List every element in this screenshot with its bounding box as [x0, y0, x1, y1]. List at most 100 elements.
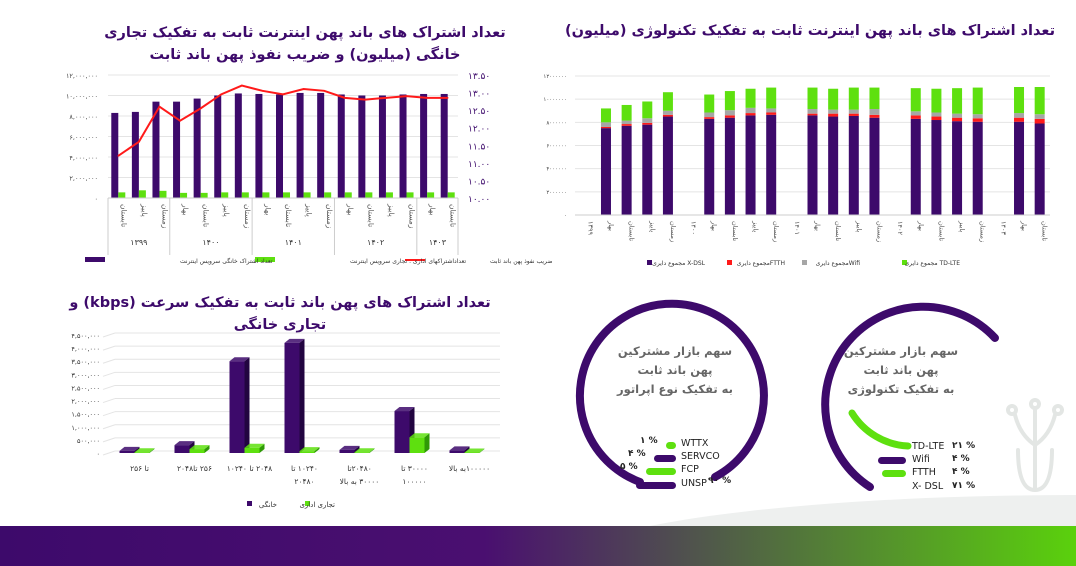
- x-tick-label: ۳۰۰۰۰ به بالا: [340, 477, 380, 486]
- x-tick-label: تابستان: [1041, 221, 1049, 241]
- ring-title-line: به تفکیک تکنولوژی: [847, 382, 955, 396]
- stacked-bar-segment: [807, 113, 818, 116]
- stacked-bar-segment: [1014, 87, 1025, 114]
- stacked-bar-segment: [724, 115, 735, 118]
- stacked-bar-segment: [1034, 87, 1045, 115]
- line-point: [241, 84, 243, 87]
- stacked-bar-segment: [621, 120, 632, 125]
- line-point: [179, 119, 181, 122]
- x-tick-label: بهار: [428, 203, 437, 215]
- gridline-depth: [102, 332, 116, 338]
- bar-top: [189, 445, 210, 450]
- x-tick-label: تابستان: [937, 221, 945, 241]
- chart1-title-line2: خانگی (میلیون) و ضریب نفوذ پهن باند ثابت: [149, 47, 461, 63]
- x-tick-label: زمستان: [979, 221, 987, 242]
- bar-household: [317, 92, 325, 198]
- stacked-bar-segment: [828, 109, 839, 114]
- x-tick-label: تابستان: [284, 204, 293, 227]
- stacked-bar-segment: [1014, 113, 1025, 118]
- x-tick-label: بهار: [917, 220, 925, 231]
- line-point: [323, 90, 325, 92]
- stacked-bar-segment: [642, 122, 653, 125]
- line-point: [138, 140, 140, 143]
- brand-logo-icon: [1006, 398, 1064, 493]
- legend-label: مجموع دایری TD-LTE: [904, 260, 960, 267]
- bar-side: [149, 448, 155, 453]
- line-point: [302, 88, 305, 90]
- bar-top: [134, 448, 155, 453]
- y-tick-label: ۲,۵۰۰,۰۰۰: [71, 384, 100, 392]
- legend-label: مجموع دایریFTTH: [737, 260, 785, 267]
- tech-ring-title: سهم بازار مشترکین پهن باند ثابت به تفکیک…: [826, 342, 976, 399]
- stacked-bar-segment: [972, 114, 983, 119]
- bar-side: [424, 433, 430, 453]
- line-point: [117, 155, 120, 157]
- stacked-bar-segment: [848, 87, 859, 110]
- x-tick-label: ۲۰۴۸۰تا: [347, 464, 372, 473]
- bar-commercial: [262, 192, 270, 198]
- ring-title-line: سهم بازار مشترکین: [617, 344, 733, 358]
- bar-top: [119, 446, 140, 451]
- gridline-depth: [102, 450, 116, 456]
- bar-top: [229, 357, 250, 362]
- x-tick-label: ۲۵۶ تا۲۰۴۸: [177, 464, 212, 473]
- stacked-bar-segment: [910, 111, 921, 116]
- bar-commercial: [221, 192, 229, 198]
- stacked-bar-segment: [931, 112, 942, 117]
- legend-label: ضریب نفوذ پهن باند ثابت: [490, 258, 552, 265]
- bar-household: [214, 95, 222, 198]
- chart3-title: تعداد اشتراک های پهن باند ثابت به تفکیک …: [69, 295, 491, 333]
- stacked-bar-segment: [828, 113, 839, 117]
- stacked-bar-segment: [704, 118, 715, 215]
- bar-top: [464, 448, 485, 453]
- bar-side: [299, 338, 305, 453]
- x-tick-label: زمستان: [772, 221, 780, 242]
- bar-top: [174, 441, 195, 446]
- operator-legend-bar: [666, 442, 676, 449]
- bar-commercial: [324, 192, 332, 198]
- year-group-label: ۱۳۹۹: [130, 238, 147, 247]
- x-tick-label: پاییز: [752, 220, 760, 232]
- stacked-bar-segment: [952, 121, 963, 215]
- stacked-bar-segment: [724, 110, 735, 116]
- y2-tick-label: ۱۰.۰۰: [468, 195, 490, 205]
- bar-front: [189, 449, 205, 453]
- stacked-bar-segment: [642, 124, 653, 215]
- operator-legend-bar: [654, 455, 676, 462]
- ring-title-line: سهم بازار مشترکین: [843, 344, 959, 358]
- x-tick-label: بهار: [346, 203, 355, 215]
- x-tick-label: بهار: [814, 220, 822, 231]
- year-group-label: ۱۴۰۳: [429, 238, 447, 247]
- y-tick-label: ۱,۰۰۰,۰۰۰: [71, 424, 100, 432]
- x-tick-label: زمستان: [160, 204, 169, 229]
- y2-tick-label: ۱۱.۵۰: [468, 142, 490, 152]
- tech-legend-label: Wifi: [912, 454, 930, 465]
- ring-title-line: به تفکیک نوع اپراتور: [617, 382, 733, 396]
- stacked-bar-segment: [1014, 117, 1025, 122]
- tech-ring: [821, 302, 999, 491]
- stacked-bar-segment: [828, 116, 839, 215]
- x-tick-label: تابستان: [834, 221, 842, 241]
- tech-legend-label: X- DSL: [912, 481, 944, 492]
- stacked-bar-segment: [807, 115, 818, 215]
- bar-commercial: [118, 192, 126, 198]
- gridline-depth: [102, 358, 116, 364]
- x-tick-label: ۲۰۴۸۰: [294, 477, 314, 486]
- bar-top: [244, 443, 265, 448]
- bar-household: [420, 93, 428, 198]
- y-tick-label: ۵۰۰,۰۰۰: [77, 437, 100, 445]
- y2-tick-label: ۱۳.۰۰: [468, 90, 490, 100]
- tech-ring-tdlte-arc: [848, 409, 912, 450]
- chart2-title: تعداد اشتراک های باند پهن اینترنت ثابت ب…: [564, 23, 1056, 39]
- legend-swatch: [247, 501, 252, 506]
- bar-commercial: [241, 192, 249, 198]
- stacked-bar-segment: [910, 115, 921, 119]
- y-tick-label: ۱۲,۰۰۰,۰۰۰: [66, 72, 98, 80]
- bar-household: [234, 93, 242, 198]
- bar-commercial: [303, 192, 311, 198]
- stacked-bar-segment: [766, 112, 777, 115]
- chart1-title-line1: تعداد اشتراک های باند پهن اینترنت ثابت ب…: [104, 25, 506, 41]
- x-tick-label: بهار: [607, 220, 615, 231]
- stacked-bar-segment: [642, 118, 653, 123]
- stacked-bar-segment: [952, 88, 963, 114]
